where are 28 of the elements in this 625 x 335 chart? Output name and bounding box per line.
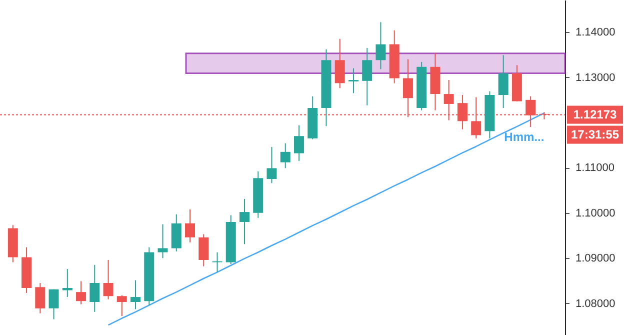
candlestick [103,259,114,300]
y-tick-label: 1.10000 [576,207,616,220]
ref-line-label: 1.12173 [573,108,618,122]
candlestick [130,280,141,310]
y-tick-label: 1.09000 [576,252,616,265]
candlestick [498,54,508,109]
candlestick [334,38,345,89]
y-tick-label: 1.13000 [576,72,616,84]
candlestick [280,142,290,169]
candlestick [198,234,209,267]
candlestick [294,124,304,162]
candlestick [239,198,250,245]
candlestick [362,47,372,106]
y-tick-label: 1.11000 [576,162,614,174]
candlestick [116,294,127,317]
candlestick [185,208,195,243]
candlestick [48,288,59,320]
candlestick [76,280,86,305]
annotation: Hmm... [504,130,544,144]
candlestick [266,146,277,184]
candlestick [90,264,100,312]
y-tick-label: 1.14000 [576,26,616,39]
candlestick [348,68,358,94]
candlestick [158,224,168,259]
text: 17:31:55 [570,128,620,142]
candlestick [376,22,386,70]
y-tick-label: 1.08000 [576,298,616,310]
candlestick [35,282,46,314]
